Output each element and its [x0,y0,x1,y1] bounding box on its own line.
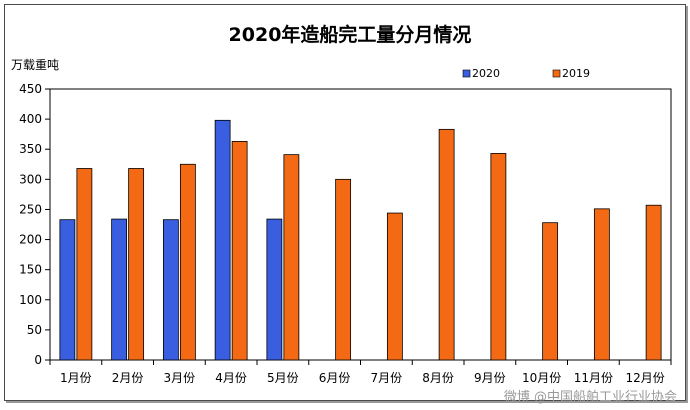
legend-label-2020: 2020 [472,67,500,80]
bar-2020-5 [266,218,283,361]
bar-2019-8 [438,128,455,361]
y-tick-label: 300 [19,172,42,186]
legend-label-2019: 2019 [562,67,590,80]
bar-2019-7 [386,212,403,361]
bar-2020-1 [59,219,76,361]
y-tick-label: 400 [19,112,42,126]
bar-2019-9 [490,153,507,361]
y-axis-label: 万载重吨 [11,58,59,72]
bar-2019-10 [542,222,559,361]
y-tick-label: 250 [19,202,42,216]
x-tick-label: 4月份 [215,371,247,385]
x-tick-label: 11月份 [574,371,613,385]
y-tick-label: 200 [19,233,42,247]
y-tick-label: 150 [19,263,42,277]
bar-2019-12 [645,204,662,361]
bar-2019-3 [179,163,196,361]
bar-2019-1 [76,168,93,361]
y-tick-label: 50 [27,323,42,337]
y-tick-label: 350 [19,142,42,156]
x-tick-label: 8月份 [422,371,454,385]
x-tick-label: 3月份 [164,371,196,385]
x-tick-label: 12月份 [625,371,664,385]
bar-2019-6 [335,178,352,361]
x-tick-label: 6月份 [319,371,351,385]
x-tick-label: 5月份 [267,371,299,385]
bar-2020-2 [111,218,128,361]
bar-2020-4 [214,119,231,361]
x-tick-label: 9月份 [474,371,506,385]
y-tick-label: 450 [19,82,42,96]
x-tick-label: 10月份 [522,371,561,385]
watermark: 微博 @中国船舶工业行业协会 [504,389,677,405]
legend-swatch-2019 [552,69,561,78]
bar-2020-3 [162,219,179,361]
chart-frame: 2020年造船完工量分月情况 万载重吨 0 50 100 150 200 250 300 35… [4,4,686,405]
bar-chart: 2020年造船完工量分月情况 万载重吨 0 50 100 150 200 250 300 35… [11,23,677,405]
bar-2019-2 [128,168,145,361]
x-tick-label: 2月份 [112,371,144,385]
y-tick-label: 100 [19,293,42,307]
chart-title: 2020年造船完工量分月情况 [229,23,472,46]
legend: 2020 2019 [462,67,590,80]
y-tick-label: 0 [34,353,42,367]
plot-area: 0 50 100 150 200 250 300 350 400 450 1月份 2月份 3月份 4月份 5… [19,82,672,385]
x-tick-label: 7月份 [371,371,403,385]
legend-swatch-2020 [462,69,471,78]
bar-2019-11 [593,208,610,361]
bar-2019-4 [231,140,248,361]
x-tick-label: 1月份 [60,371,92,385]
bar-2019-5 [283,154,300,361]
